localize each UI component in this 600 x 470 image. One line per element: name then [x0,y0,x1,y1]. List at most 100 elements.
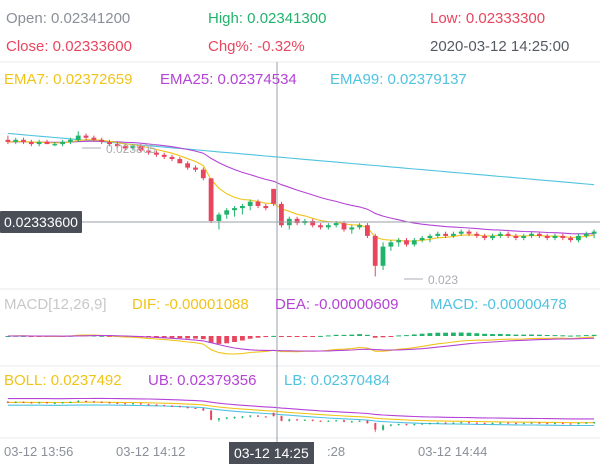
candle-body [443,233,448,236]
boll-candle-body [108,402,111,404]
boll-candle-body [460,422,463,424]
candle-body [537,233,542,236]
candle-body [99,139,105,142]
candle-body [357,225,362,228]
candle-body [435,233,441,236]
boll-candle-body [257,415,259,417]
candle-body [318,225,323,228]
macd-histogram-bar [583,335,589,337]
ema7-legend: EMA7: 0.02372659 [4,71,133,88]
macd-histogram-bar [419,333,425,336]
candle-body [5,139,11,142]
boll-candle-body [475,422,478,424]
candle-body [310,221,316,226]
boll-ub-line [7,397,595,420]
macd-histogram-bar [255,336,261,338]
boll-lb-line [7,404,595,427]
boll-candle-body [350,421,353,423]
boll-candle-body [421,423,424,425]
candle-body [60,142,65,145]
candle-body [154,152,159,155]
boll-candle-body [210,410,213,420]
boll-candle-body [452,422,455,424]
candle-body [263,206,269,209]
candle-body [161,154,167,157]
candle-body [240,206,245,209]
macd-histogram-bar [451,332,456,336]
boll-candle-body [272,412,275,417]
boll-candle-body [491,423,494,425]
ema25-line [7,140,595,235]
candle-body [325,225,331,228]
candle-body [130,146,136,149]
candle-body [208,178,214,221]
boll-candle-body [397,424,400,426]
boll-candle-body [147,404,150,406]
candle-body [224,210,230,215]
boll-candle-body [163,405,166,407]
boll-candle-body [53,402,56,404]
candle-body [466,231,472,234]
boll-candle-body [319,420,322,422]
candle-body [396,240,402,243]
boll-candle-body [264,416,267,418]
candle-body [333,223,339,226]
macd-histogram-bar [161,336,167,338]
macd-histogram-bar [466,332,472,336]
macd-histogram-bar [286,336,292,337]
candle-body [294,218,300,224]
candle-body [232,208,237,211]
macd-histogram-bar [263,336,269,337]
candle-body [114,144,120,147]
macd-histogram-bar [99,335,105,337]
candle-body [482,235,487,238]
ema7-line [7,139,595,242]
macd-histogram-bar [365,334,370,336]
candle-body [349,227,355,230]
boll-candle-body [46,402,48,404]
candle-body [28,142,34,145]
boll-candle-body [202,408,205,411]
candle-body [427,235,433,238]
macd-histogram-bar [341,334,347,336]
macd-histogram-bar [544,335,550,336]
macd-histogram-bar [568,335,573,337]
macd-histogram-bar [208,336,214,343]
boll-candle-body [303,419,306,421]
macd-histogram-bar [513,334,519,336]
candle-body [529,233,534,236]
boll-candle-body [186,407,189,409]
candle-body [75,135,81,140]
candle-body [21,139,26,142]
x-tick-label: 03-12 14:44 [418,444,488,459]
candle-body [365,225,370,236]
candle-body [583,233,589,236]
macd-histogram-bar [169,336,175,338]
candle-body [91,137,97,140]
boll-candle-body [546,423,549,425]
candle-body [279,203,284,226]
dif-legend: DIF: -0.00001088 [132,296,249,313]
candle-body [552,235,558,238]
macd-histogram-bar [435,332,441,336]
boll-candle-body [389,424,392,426]
macd-histogram-bar [310,336,316,337]
boll-candle-body [577,423,580,425]
macd-histogram-bar [107,336,112,337]
boll-candle-body [92,401,95,403]
macd-histogram-bar [497,333,503,336]
candle-body [107,142,112,145]
boll-candle-body [225,417,228,419]
x-tick-label: 03-12 14:12 [116,444,186,459]
macd-histogram-bar [529,334,534,336]
max-price-annotation: 0.023805 [106,142,157,156]
candle-body [122,146,128,149]
close-value: Close: 0.02333600 [6,38,132,55]
boll-candle-body [530,422,533,424]
boll-candle-body [100,401,103,403]
candle-body [177,159,183,164]
macd-histogram-bar [576,335,581,337]
macd-histogram-bar [224,336,230,344]
macd-histogram-bar [388,336,394,337]
